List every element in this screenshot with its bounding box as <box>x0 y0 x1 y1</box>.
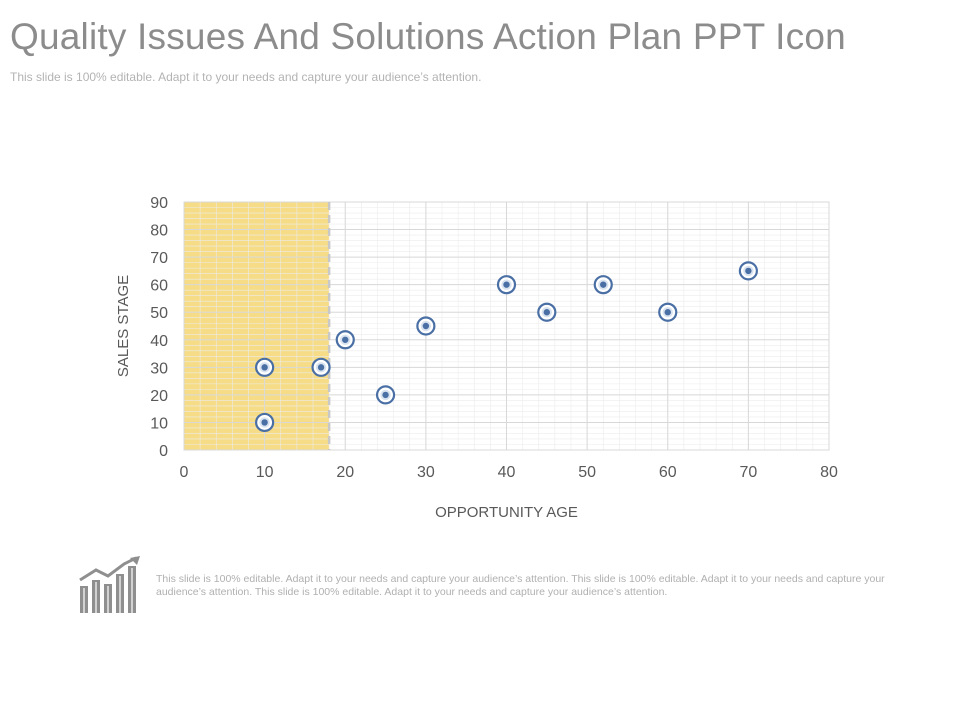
x-tick-label: 50 <box>578 464 596 481</box>
footer-description: This slide is 100% editable. Adapt it to… <box>156 573 885 598</box>
slide-subtitle: This slide is 100% editable. Adapt it to… <box>10 70 482 84</box>
data-point-core <box>342 336 349 343</box>
x-tick-label: 0 <box>180 464 189 481</box>
y-tick-label: 50 <box>150 305 168 322</box>
data-point-core <box>261 419 268 426</box>
x-tick-label: 30 <box>417 464 435 481</box>
y-tick-label: 40 <box>150 333 168 350</box>
x-tick-label: 20 <box>336 464 354 481</box>
x-tick-label: 60 <box>659 464 677 481</box>
y-tick-label: 30 <box>150 360 168 377</box>
x-tick-label: 80 <box>820 464 838 481</box>
y-tick-label: 80 <box>150 223 168 240</box>
highlight-region <box>184 202 330 450</box>
x-axis-label: OPPORTUNITY AGE <box>435 504 578 521</box>
data-point-core <box>503 281 510 288</box>
y-tick-label: 70 <box>150 250 168 267</box>
data-point-core <box>261 364 268 371</box>
data-point-core <box>600 281 607 288</box>
x-tick-label: 70 <box>739 464 757 481</box>
slide-title: Quality Issues And Solutions Action Plan… <box>10 16 846 57</box>
data-point-core <box>745 267 752 275</box>
y-tick-label: 60 <box>150 278 168 295</box>
y-tick-label: 20 <box>150 388 168 405</box>
scatter-chart: 0 10 20 30 40 50 60 70 80 0 10 20 30 40 50 60 70 80 90 OPP… <box>115 195 838 521</box>
data-point-core <box>422 322 430 330</box>
x-tick-label: 40 <box>498 464 516 481</box>
data-point-core <box>317 364 325 371</box>
y-tick-label: 0 <box>159 443 168 460</box>
y-tick-label: 10 <box>150 415 168 432</box>
data-point-core <box>543 309 551 316</box>
data-point-core <box>664 309 671 316</box>
bar-chart-growth-icon <box>79 556 140 613</box>
x-tick-label: 10 <box>256 464 274 481</box>
y-axis-label: SALES STAGE <box>115 275 132 377</box>
y-tick-label: 90 <box>150 195 168 212</box>
data-point-core <box>382 391 389 399</box>
